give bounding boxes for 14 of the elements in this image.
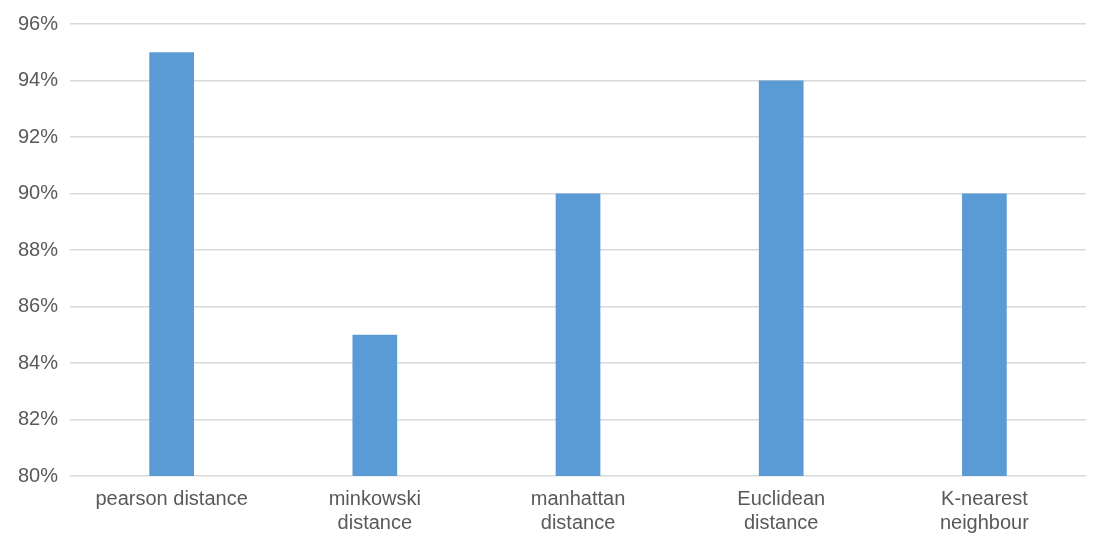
y-tick-label: 84% xyxy=(18,350,59,373)
x-tick-label: manhattan distance xyxy=(530,486,626,533)
y-tick-label: 96% xyxy=(18,11,59,34)
y-tick-label: 80% xyxy=(18,463,59,486)
y-tick-label: 92% xyxy=(18,124,59,147)
x-tick-label: Euclidean distance xyxy=(737,486,826,533)
y-tick-label: 86% xyxy=(18,294,59,317)
x-tick-label: pearson distance xyxy=(95,486,248,509)
x-tick-label: minkowski distance xyxy=(328,486,421,533)
y-tick-label: 94% xyxy=(18,68,59,91)
y-tick-label: 82% xyxy=(18,407,59,430)
y-tick-label: 90% xyxy=(18,181,59,204)
y-tick-label: 88% xyxy=(18,237,59,260)
x-tick-label: K-nearest neighbour xyxy=(939,486,1030,533)
